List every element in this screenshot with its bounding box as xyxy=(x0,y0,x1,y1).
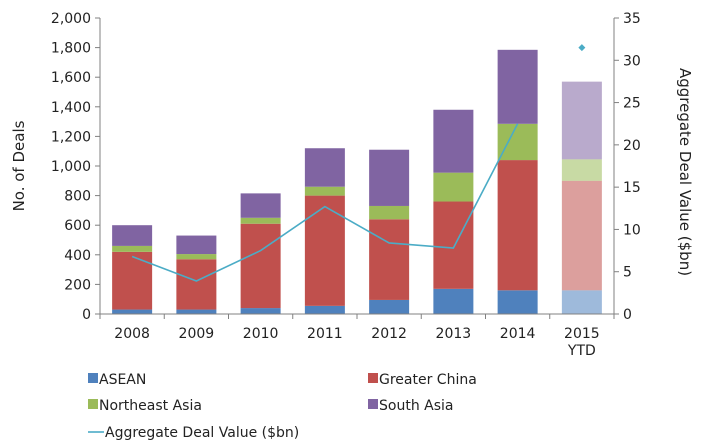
y-tick-label: 1,400 xyxy=(51,100,91,116)
y-tick-label: 0 xyxy=(82,307,91,323)
line-series-deal-value xyxy=(131,123,519,282)
bar-segment xyxy=(176,259,217,310)
y-tick-label: 1,800 xyxy=(51,41,91,57)
y2-axis-title: Aggregate Deal Value ($bn) xyxy=(676,68,694,276)
y-tick-label: 1,600 xyxy=(51,70,91,86)
legend-label: Greater China xyxy=(379,372,477,388)
bar-segment xyxy=(497,160,538,291)
bar-segment xyxy=(433,288,474,314)
bar-segment xyxy=(497,123,538,161)
bar-segment xyxy=(240,308,281,314)
bar-segment xyxy=(369,149,410,206)
y-tick-label: 400 xyxy=(64,248,91,264)
bar-segment xyxy=(240,223,281,309)
x-tick-label: 2014 xyxy=(500,326,536,342)
bar-segment xyxy=(176,235,217,255)
bar-segment xyxy=(433,201,474,289)
y-axis-title: No. of Deals xyxy=(10,120,28,211)
y-tick-label: 200 xyxy=(64,277,91,293)
bar-segment xyxy=(369,205,410,220)
bar-segment xyxy=(561,180,602,291)
y-tick-label: 800 xyxy=(64,189,91,205)
bar-segment xyxy=(304,186,345,196)
y-axis-right: 0 5 10 15 20 25 30 35 xyxy=(613,11,641,323)
bar-segment xyxy=(304,305,345,314)
x-tick-label: 2015 YTD xyxy=(564,326,600,359)
y-tick-label: 1,200 xyxy=(51,129,91,145)
line-layer xyxy=(131,44,586,282)
bar-segment xyxy=(112,225,153,246)
x-tick-label: 2010 xyxy=(243,326,279,342)
y2-tick-label: 5 xyxy=(623,265,632,281)
bar-segment xyxy=(112,251,153,310)
bars xyxy=(112,49,602,314)
legend-swatch xyxy=(88,373,98,383)
y2-tick-label: 0 xyxy=(623,307,632,323)
legend-swatch xyxy=(368,373,378,383)
legend-label: Aggregate Deal Value ($bn) xyxy=(105,425,299,441)
x-tick-label: 2013 xyxy=(436,326,472,342)
y2-tick-label: 15 xyxy=(623,180,641,196)
legend-label: Northeast Asia xyxy=(99,398,202,414)
x-tick-label: 2012 xyxy=(371,326,407,342)
y2-tick-label: 20 xyxy=(623,138,641,154)
bar-segment xyxy=(369,299,410,314)
y-tick-label: 2,000 xyxy=(51,11,91,27)
bar-segment xyxy=(433,109,474,173)
bar-segment xyxy=(497,290,538,314)
y2-tick-label: 10 xyxy=(623,222,641,238)
legend-swatch xyxy=(88,399,98,409)
bar-segment xyxy=(176,254,217,260)
bar-segment xyxy=(433,172,474,202)
bar-segment xyxy=(112,245,153,252)
bar-segment xyxy=(497,49,538,124)
x-axis: 2008 2009 2010 2011 2012 2013 2014 2015 YTD xyxy=(99,313,615,359)
x-tick-label: 2009 xyxy=(179,326,215,342)
point-2015-marker xyxy=(578,44,586,52)
bar-segment xyxy=(561,159,602,181)
y-tick-label: 600 xyxy=(64,218,91,234)
bar-segment xyxy=(369,219,410,300)
legend-label: ASEAN xyxy=(99,372,146,388)
bar-segment xyxy=(304,195,345,306)
y-tick-label: 1,000 xyxy=(51,159,91,175)
bar-segment xyxy=(561,81,602,160)
y2-tick-label: 30 xyxy=(623,53,641,69)
bar-segment xyxy=(304,148,345,187)
bar-segment xyxy=(240,193,281,218)
bar-segment xyxy=(112,309,153,314)
legend-swatch xyxy=(368,399,378,409)
bar-segment xyxy=(561,290,602,314)
legend: ASEAN Greater China Northeast Asia South As… xyxy=(88,372,477,441)
bar-segment xyxy=(240,217,281,224)
bar-segment xyxy=(176,309,217,314)
y-axis-left: 0 200 400 600 800 1,000 1,200 1,400 1,600 1,800 2,… xyxy=(51,11,101,323)
x-tick-label: 2008 xyxy=(114,326,150,342)
x-tick-label: 2011 xyxy=(307,326,343,342)
y2-tick-label: 35 xyxy=(623,11,641,27)
legend-label: South Asia xyxy=(379,398,453,414)
y2-tick-label: 25 xyxy=(623,96,641,112)
